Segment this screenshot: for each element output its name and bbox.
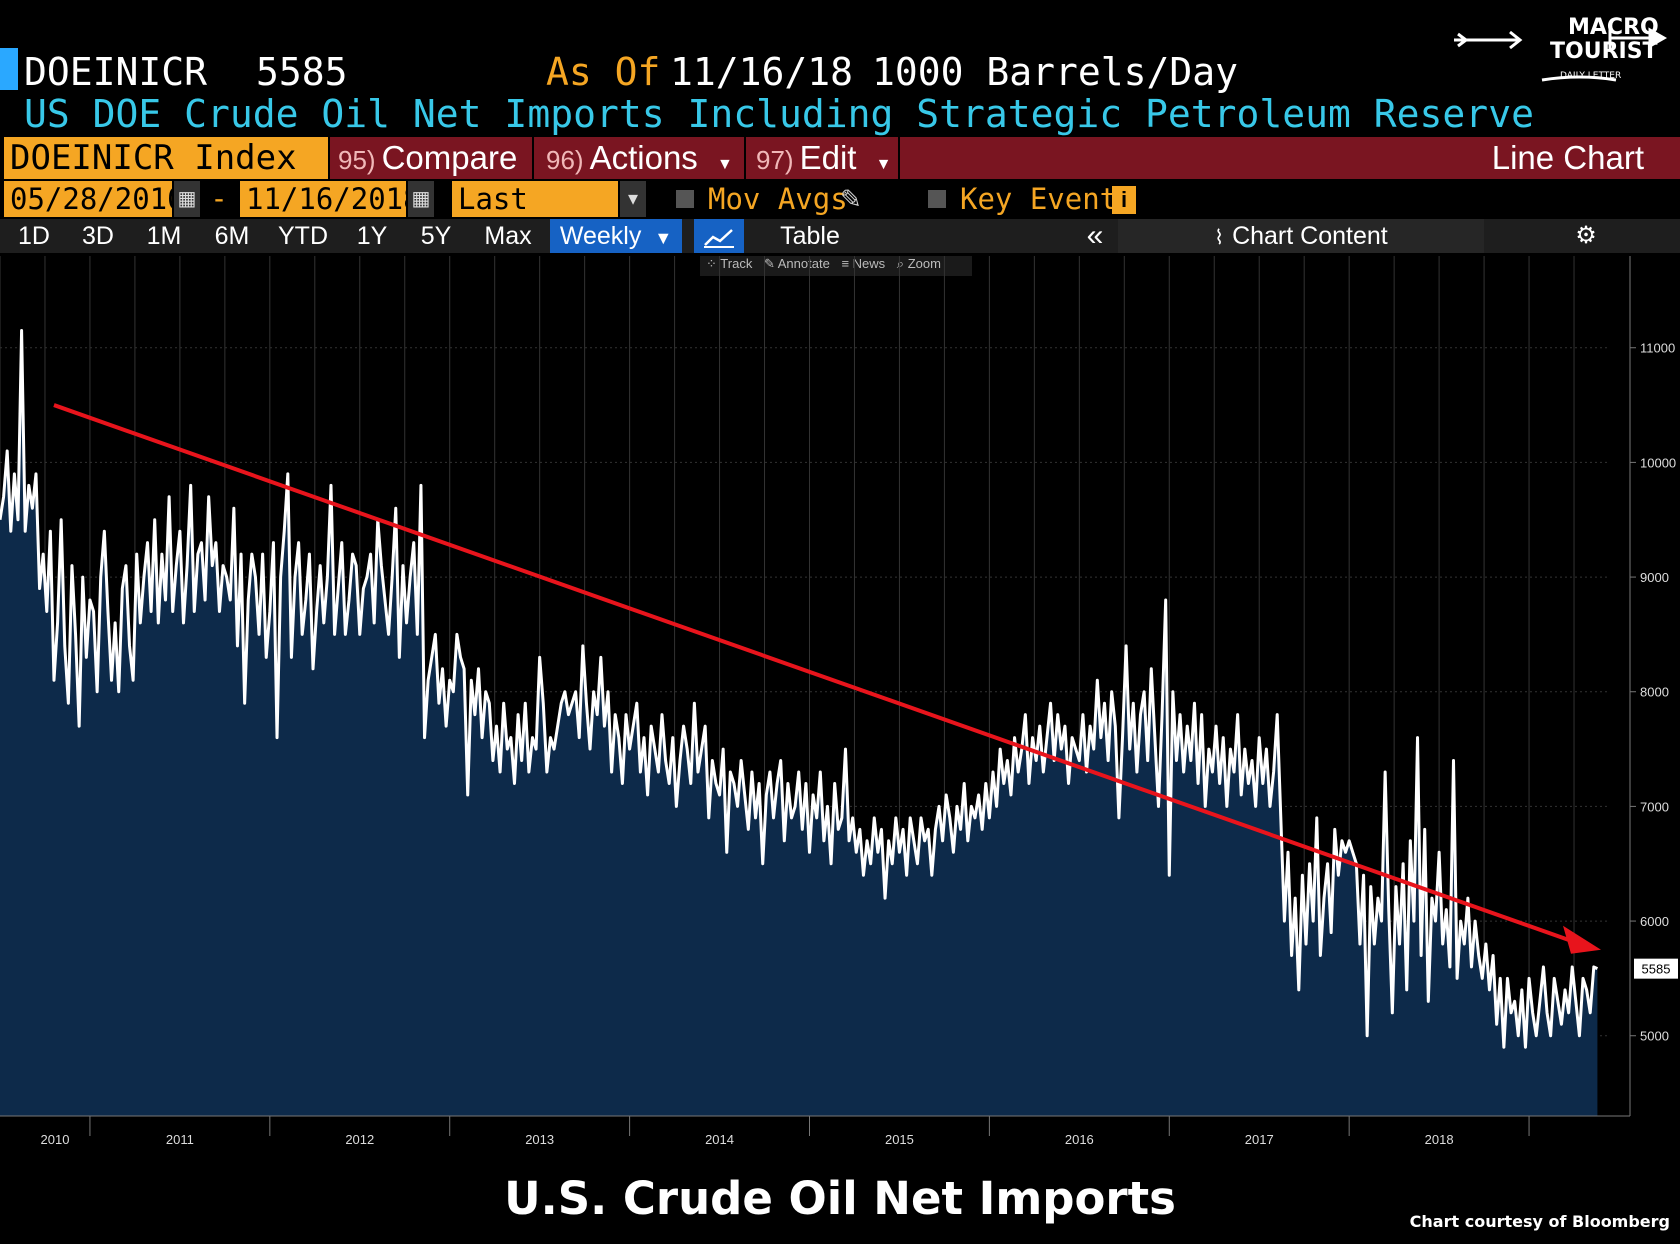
end-date-input[interactable]: 11/16/2018 — [240, 181, 421, 217]
tool-track[interactable]: Track — [720, 256, 753, 271]
separator — [532, 137, 534, 179]
period-max[interactable]: Max — [470, 219, 546, 253]
collapse-icon[interactable]: « — [1080, 219, 1110, 253]
track-icon: ⁘ — [706, 256, 717, 271]
x-tick-label: 2014 — [705, 1132, 734, 1147]
x-tick-label: 2016 — [1065, 1132, 1094, 1147]
y-tick-label: 11000 — [1640, 341, 1675, 356]
y-tick-label: 7000 — [1640, 799, 1669, 814]
compare-button[interactable]: 95) Compare — [338, 137, 528, 179]
chevron-down-icon: ▼ — [654, 228, 673, 248]
mov-avgs-checkbox[interactable] — [676, 190, 694, 208]
start-date-input[interactable]: 05/28/2010 — [4, 181, 185, 217]
frequency-select[interactable]: Weekly ▼ — [550, 219, 682, 253]
actions-num: 96) — [546, 145, 584, 175]
x-tick-label: 2017 — [1245, 1132, 1274, 1147]
macro-tourist-logo: MACRO TOURIST DAILY LETTER — [1454, 15, 1668, 82]
tool-annotate[interactable]: Annotate — [777, 256, 830, 271]
chart-type-label[interactable]: Line Chart — [1491, 139, 1644, 176]
series-area — [0, 330, 1598, 1116]
trend-line — [53, 403, 1572, 943]
series-line — [0, 329, 1599, 1049]
footer-credit: Chart courtesy of Bloomberg — [1409, 1212, 1670, 1231]
y-tick-label: 9000 — [1640, 570, 1669, 585]
annotate-icon: ✎ — [763, 256, 775, 271]
period-ytd[interactable]: YTD — [268, 219, 338, 253]
logo-line1: MACRO — [1568, 15, 1659, 40]
info-icon[interactable]: i — [1112, 186, 1136, 214]
chevron-down-icon: ▼ — [716, 156, 733, 173]
x-tick-label: 2018 — [1425, 1132, 1454, 1147]
x-tick-label: 2013 — [525, 1132, 554, 1147]
period-1m[interactable]: 1M — [132, 219, 196, 253]
edit-button[interactable]: 97) Edit ▼ — [756, 137, 896, 179]
line-chart[interactable]: 5000 6000 7000 8000 9000 10000 11000 5585 2010 20… — [0, 256, 1680, 1156]
line-chart-icon[interactable] — [694, 219, 744, 253]
header-description: US DOE Crude Oil Net Imports Including S… — [24, 92, 1534, 136]
header-asof-label: As Of — [546, 50, 661, 94]
x-tick-label: 2015 — [885, 1132, 914, 1147]
header-ticker: DOEINICR — [24, 50, 208, 94]
zoom-icon: ⌕ — [896, 256, 905, 271]
logo-line2: TOURIST — [1550, 39, 1658, 64]
chart-content-label: Chart Content — [1232, 222, 1388, 250]
footer-title: U.S. Crude Oil Net Imports — [504, 1172, 1176, 1225]
chevron-down-icon[interactable]: ▾ — [620, 181, 646, 217]
trend-arrowhead — [1563, 925, 1602, 954]
last-value-label: 5585 — [1642, 962, 1671, 977]
pencil-icon[interactable]: ✎ — [840, 184, 862, 214]
security-input[interactable]: DOEINICR Index — [4, 137, 328, 179]
date-range-dash: - — [214, 182, 224, 215]
edit-num: 97) — [756, 145, 794, 175]
period-3d[interactable]: 3D — [68, 219, 128, 253]
edit-label: Edit — [799, 139, 857, 176]
x-tick-label: 2011 — [166, 1132, 194, 1147]
period-5y[interactable]: 5Y — [406, 219, 466, 253]
gear-icon[interactable]: ⚙ — [1568, 219, 1604, 253]
field-select[interactable]: Last Price — [452, 181, 618, 252]
header-units: 1000 Barrels/Day — [872, 50, 1239, 94]
logo-line3: DAILY LETTER — [1560, 71, 1621, 81]
key-events-label: Key Events — [960, 182, 1135, 216]
mov-avgs-label: Mov Avgs — [708, 182, 848, 216]
chart-content-icon: ⌇ — [1214, 227, 1225, 249]
calendar-icon[interactable]: ▦ — [174, 181, 200, 217]
calendar-icon[interactable]: ▦ — [408, 181, 434, 217]
compare-label: Compare — [381, 139, 518, 176]
period-1d[interactable]: 1D — [4, 219, 64, 253]
chart-tools-strip: ⁘ Track ✎ Annotate ≡ News ⌕ Zoom — [700, 256, 972, 276]
tool-news[interactable]: News — [852, 256, 886, 271]
y-tick-label: 5000 — [1640, 1029, 1669, 1044]
y-tick-label: 10000 — [1640, 455, 1676, 470]
tool-zoom[interactable]: Zoom — [907, 256, 941, 271]
separator — [898, 137, 900, 179]
x-tick-label: 2010 — [41, 1132, 70, 1147]
chevron-down-icon: ▼ — [875, 156, 892, 173]
last-value-badge — [1634, 958, 1678, 979]
key-events-checkbox[interactable] — [928, 190, 946, 208]
compare-num: 95) — [338, 145, 376, 175]
actions-button[interactable]: 96) Actions ▼ — [546, 137, 744, 179]
header-value: 5585 — [256, 50, 348, 94]
actions-label: Actions — [589, 139, 698, 176]
y-tick-label: 6000 — [1640, 914, 1669, 929]
separator — [744, 137, 746, 179]
frequency-label: Weekly — [559, 222, 642, 250]
x-tick-label: 2012 — [345, 1132, 374, 1147]
header-date: 11/16/18 — [670, 50, 854, 94]
ticker-marker — [0, 48, 18, 90]
table-button[interactable]: Table — [752, 219, 868, 253]
y-tick-label: 8000 — [1640, 685, 1669, 700]
news-icon: ≡ — [841, 256, 850, 271]
chart-content-button[interactable]: ⌇ Chart Content — [1118, 219, 1484, 253]
period-6m[interactable]: 6M — [200, 219, 264, 253]
period-1y[interactable]: 1Y — [342, 219, 402, 253]
